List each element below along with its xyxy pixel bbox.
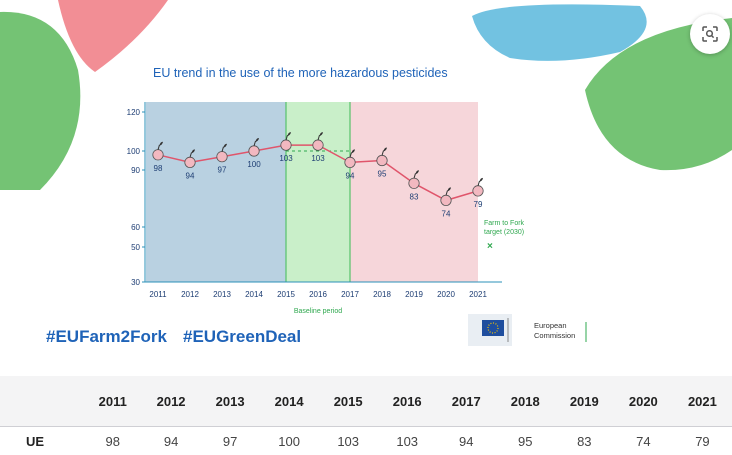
data-label: 79 — [474, 200, 483, 209]
y-tick-label: 50 — [131, 243, 140, 252]
chart: EU trend in the use of the more hazardou… — [0, 0, 732, 360]
table-cell: 83 — [555, 427, 614, 455]
decor-leaf-green-left — [0, 12, 80, 190]
data-label: 97 — [218, 166, 227, 175]
region-pre-baseline — [146, 102, 286, 282]
table-header-cell: 2016 — [378, 376, 437, 427]
table-header-row: 2011 2012 2013 2014 2015 2016 2017 2018 … — [0, 376, 732, 427]
y-tick-label: 120 — [127, 108, 141, 117]
table-cell: 103 — [319, 427, 378, 455]
target-marker-icon: × — [487, 241, 493, 252]
table-cell: 94 — [142, 427, 201, 455]
data-label: 83 — [410, 192, 419, 201]
x-tick-label: 2013 — [213, 290, 231, 299]
x-tick-label: 2011 — [149, 290, 167, 299]
hashtag-farm2fork: #EUFarm2Fork — [46, 327, 167, 347]
table-header-cell: 2012 — [142, 376, 201, 427]
table-header-cell: 2021 — [673, 376, 732, 427]
target-label-line2: target (2030) — [484, 229, 524, 236]
visual-search-icon — [701, 25, 719, 43]
table-cell: 98 — [84, 427, 142, 455]
target-label-line1: Farm to Fork — [484, 220, 525, 227]
data-label: 94 — [346, 171, 355, 180]
data-label: 74 — [442, 209, 451, 218]
table-header-cell: 2018 — [496, 376, 555, 427]
data-label: 98 — [154, 164, 163, 173]
table-header-cell: 2013 — [201, 376, 260, 427]
table-header-cell: 2011 — [84, 376, 142, 427]
data-label: 94 — [186, 171, 195, 180]
x-tick-label: 2021 — [469, 290, 487, 299]
table-cell: 74 — [614, 427, 673, 455]
table-header-cell: 2020 — [614, 376, 673, 427]
table-cell: 95 — [496, 427, 555, 455]
european-commission-logo: European Commission — [468, 314, 596, 346]
x-tick-label: 2014 — [245, 290, 263, 299]
table-cell: 79 — [673, 427, 732, 455]
x-tick-label: 2012 — [181, 290, 199, 299]
x-tick-label: 2020 — [437, 290, 455, 299]
table-row: UE 98 94 97 100 103 103 94 95 83 74 79 — [0, 427, 732, 455]
logo-text-line1: European — [534, 321, 567, 330]
logo-text-line2: Commission — [534, 331, 575, 340]
decor-leaf-blue — [472, 4, 647, 61]
region-baseline — [286, 102, 350, 282]
table-header-cell: 2014 — [260, 376, 319, 427]
x-tick-label: 2019 — [405, 290, 423, 299]
data-label: 100 — [247, 160, 261, 169]
visual-search-button[interactable] — [690, 14, 730, 54]
y-tick-label: 30 — [131, 278, 140, 287]
chart-title: EU trend in the use of the more hazardou… — [153, 66, 448, 80]
hashtag-greendeal: #EUGreenDeal — [183, 327, 301, 347]
data-label: 103 — [279, 154, 293, 163]
data-label: 103 — [311, 154, 325, 163]
table-cell: 103 — [378, 427, 437, 455]
table-header-cell: 2015 — [319, 376, 378, 427]
table-cell: 97 — [201, 427, 260, 455]
table-header-cell: 2019 — [555, 376, 614, 427]
data-label: 95 — [378, 170, 387, 179]
table-header-cell: 2017 — [437, 376, 496, 427]
x-tick-label: 2015 — [277, 290, 295, 299]
y-tick-label: 90 — [131, 166, 140, 175]
table-cell: 100 — [260, 427, 319, 455]
x-tick-label: 2016 — [309, 290, 327, 299]
data-table: 2011 2012 2013 2014 2015 2016 2017 2018 … — [0, 376, 732, 455]
table-cell: 94 — [437, 427, 496, 455]
table-row-label: UE — [0, 427, 84, 455]
table-header-cell — [0, 376, 84, 427]
x-tick-label: 2017 — [341, 290, 359, 299]
infographic-card: EU trend in the use of the more hazardou… — [0, 0, 732, 360]
baseline-label: Baseline period — [294, 308, 342, 315]
y-tick-label: 100 — [127, 147, 141, 156]
y-tick-label: 60 — [131, 223, 140, 232]
x-tick-label: 2018 — [373, 290, 391, 299]
